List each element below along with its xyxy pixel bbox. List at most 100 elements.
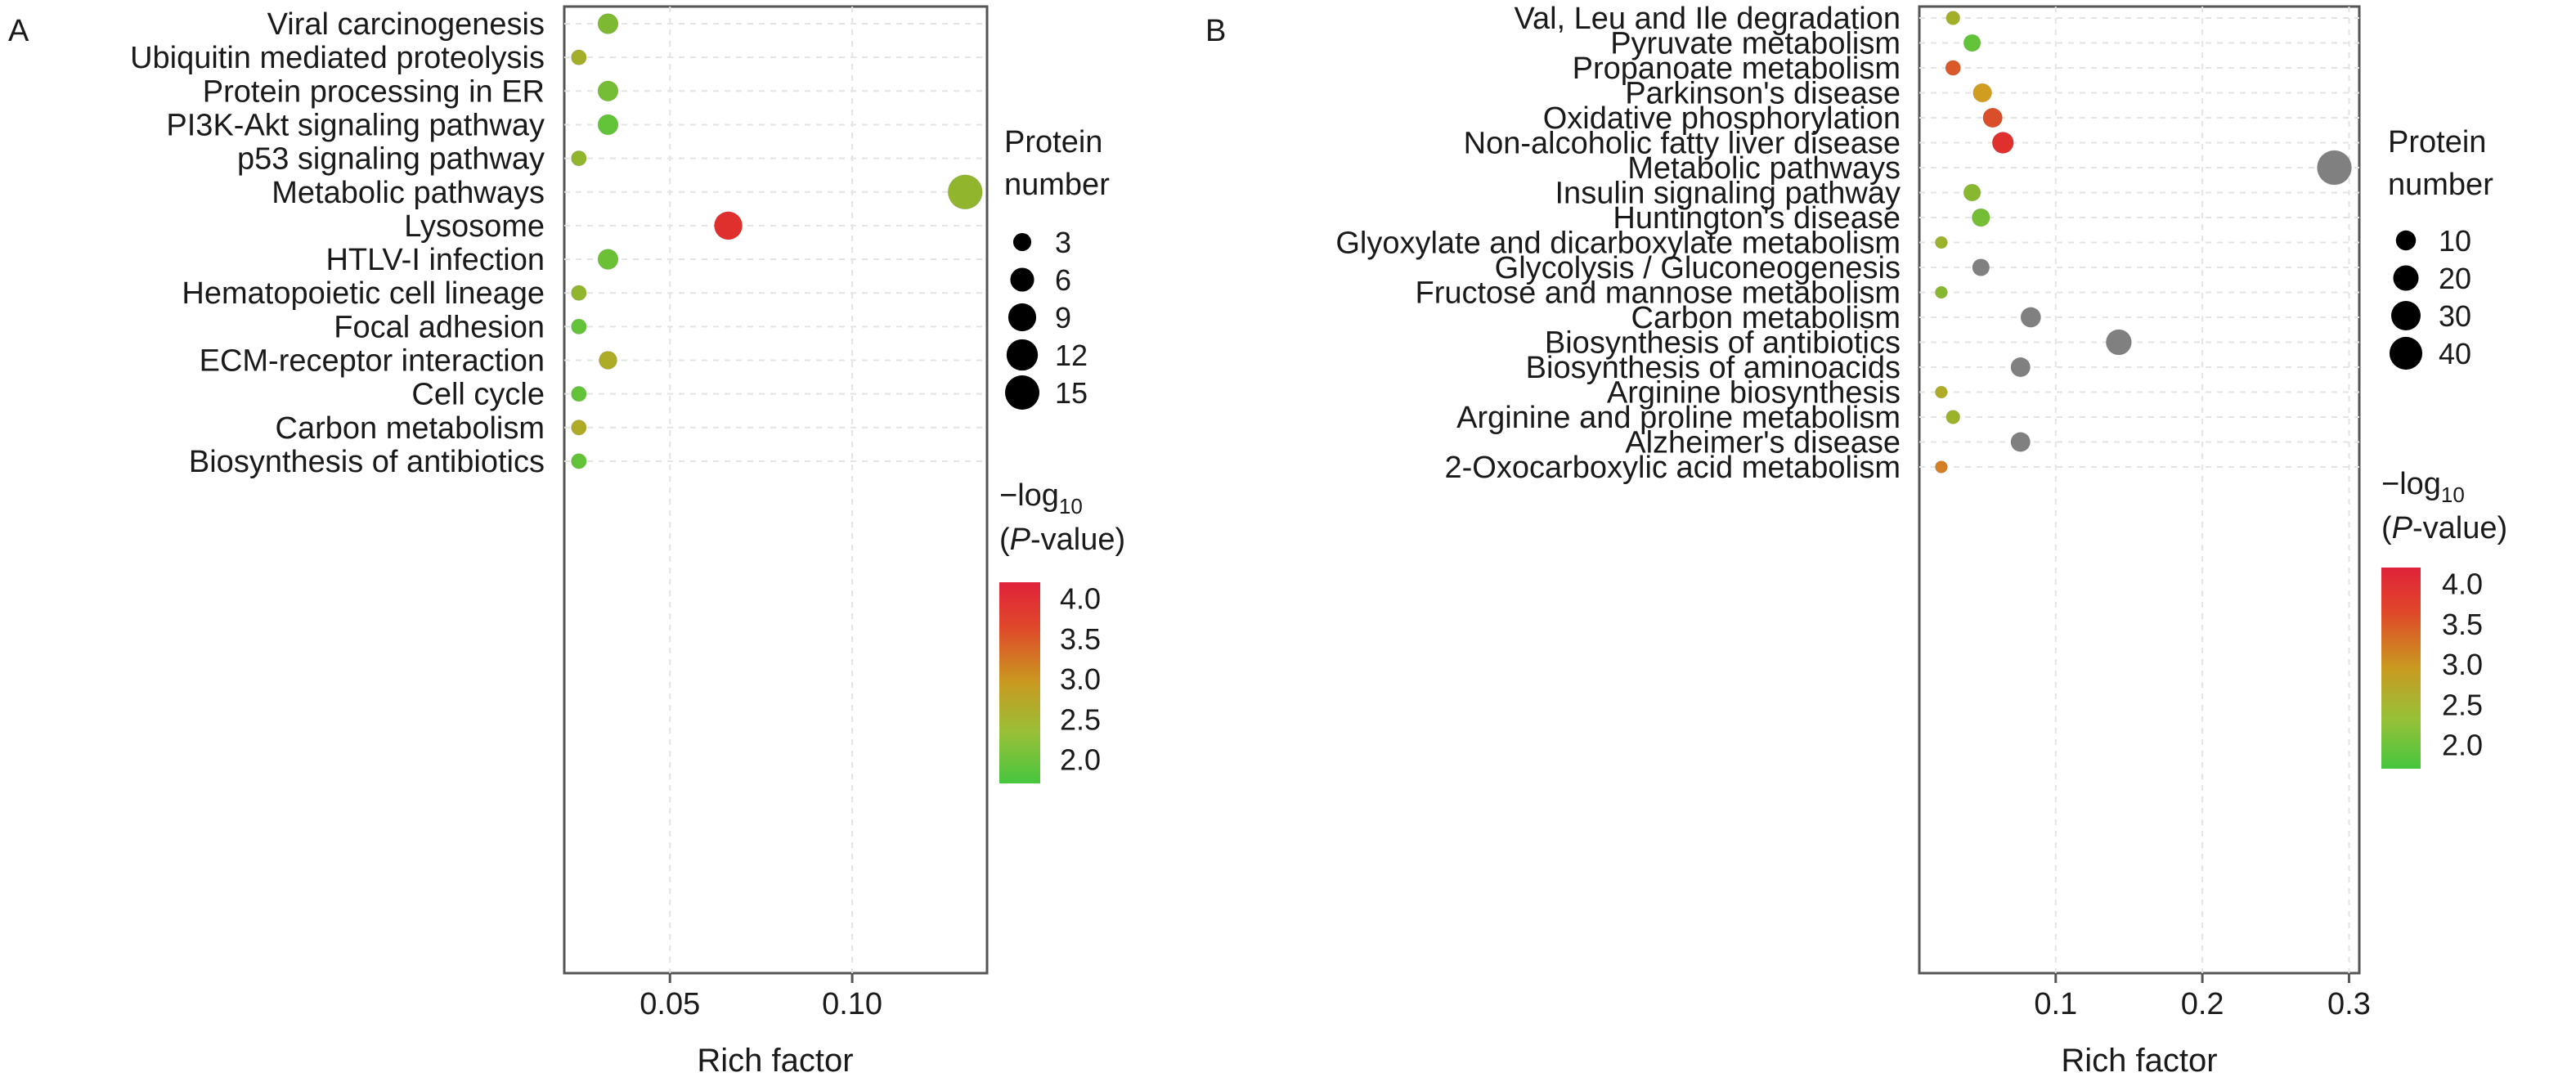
x-tick-label: 0.10 xyxy=(822,987,882,1021)
size-legend-dot xyxy=(1008,303,1037,332)
colorbar-tick-label: 2.5 xyxy=(2442,688,2483,721)
category-label: Arginine biosynthesis xyxy=(1607,376,1901,411)
category-label: Propanoate metabolism xyxy=(1573,52,1901,86)
category-label: Ubiquitin mediated proteolysis xyxy=(130,41,545,75)
data-point xyxy=(2010,357,2031,378)
data-point xyxy=(1971,208,1990,227)
data-point xyxy=(571,385,587,402)
size-legend-dot xyxy=(2395,230,2417,251)
data-point xyxy=(1963,34,1981,52)
data-point xyxy=(1934,236,1948,249)
panel-a-color-legend-open: ( xyxy=(999,523,1010,557)
category-label: Val, Leu and Ile degradation xyxy=(1514,2,1901,36)
panel-b-color-legend-italic: P xyxy=(2392,511,2413,545)
panel-a-plot-frame xyxy=(563,5,989,975)
size-legend-dot xyxy=(1005,375,1039,410)
colorbar-tick-label: 2.5 xyxy=(1060,702,1101,736)
size-legend-dot xyxy=(1006,339,1039,371)
colorbar-tick-label: 3.0 xyxy=(2442,648,2483,681)
size-legend-dot xyxy=(2393,265,2419,291)
panel-a-x-axis-title: Rich factor xyxy=(697,1043,853,1079)
data-point xyxy=(597,80,619,102)
colorbar-tick-label: 4.0 xyxy=(2442,568,2483,601)
colorbar-tick-label: 3.5 xyxy=(2442,608,2483,641)
data-point xyxy=(571,318,587,335)
panel-b-color-legend-subscript: 10 xyxy=(2441,482,2465,507)
size-legend-label: 12 xyxy=(1055,339,1088,372)
panel-b-color-legend: −log10 (P-value) 4.0 3.5 3.0 2.5 2.0 xyxy=(2381,467,2507,769)
data-point xyxy=(1934,385,1948,399)
category-label: ECM-receptor interaction xyxy=(200,344,545,379)
data-point xyxy=(597,249,619,270)
panel-a-color-legend: −log10 (P-value) 4.0 3.5 3.0 2.5 2.0 xyxy=(999,478,1125,783)
panel-b-color-legend-open: ( xyxy=(2381,511,2392,545)
data-point xyxy=(1963,183,1981,202)
panel-b-plot-frame xyxy=(1918,5,2361,975)
panel-b-x-ticks: 0.1 0.2 0.3 xyxy=(2034,973,2371,1021)
data-point xyxy=(598,350,618,370)
colorbar-tick-label: 2.0 xyxy=(2442,728,2483,761)
size-legend-dot xyxy=(2389,336,2423,370)
panel-b-size-legend-title-line1: Protein xyxy=(2388,125,2486,159)
size-legend-label: 40 xyxy=(2439,337,2471,370)
panel-a-color-legend-rest: -value) xyxy=(1030,523,1125,557)
data-point xyxy=(571,453,587,469)
data-point xyxy=(1945,60,1961,76)
panel-a-color-legend-italic: P xyxy=(1010,523,1031,557)
data-point xyxy=(597,114,619,136)
x-tick-label: 0.2 xyxy=(2181,987,2224,1021)
category-label: Protein processing in ER xyxy=(203,74,545,109)
x-tick-label: 0.05 xyxy=(640,987,700,1021)
category-label: Cell cycle xyxy=(411,378,545,412)
data-point xyxy=(1982,107,2003,128)
category-label: Parkinson's disease xyxy=(1625,77,1901,111)
category-label: Huntington's disease xyxy=(1613,201,1901,236)
category-label: Biosynthesis of aminoacids xyxy=(1526,351,1901,385)
panel-a-color-legend-title-line2: (P-value) xyxy=(999,523,1125,557)
data-point xyxy=(571,285,587,301)
data-point xyxy=(947,174,983,210)
category-label: Metabolic pathways xyxy=(1627,151,1901,186)
panel-b-colorbar-ticks: 4.0 3.5 3.0 2.5 2.0 xyxy=(2442,568,2483,762)
panel-a-colorbar-ticks: 4.0 3.5 3.0 2.5 2.0 xyxy=(1060,582,1101,777)
panel-a-x-ticks: 0.05 0.10 xyxy=(640,973,882,1021)
panel-a-size-keys: 3 6 9 12 15 xyxy=(1005,226,1088,410)
data-point xyxy=(1934,460,1948,473)
category-label: Carbon metabolism xyxy=(1631,301,1901,335)
colorbar-tick-label: 2.0 xyxy=(1060,743,1101,776)
data-point xyxy=(1972,83,1992,103)
panel-a-size-legend: Protein number 3 6 9 12 15 xyxy=(1004,125,1110,410)
colorbar-tick-label: 4.0 xyxy=(1060,582,1101,616)
panel-b-points xyxy=(1934,11,2353,473)
data-point xyxy=(571,420,587,436)
data-point xyxy=(1991,132,2014,154)
category-label: Alzheimer's disease xyxy=(1625,426,1901,460)
category-label: Biosynthesis of antibiotics xyxy=(1545,326,1901,361)
panel-b-size-legend-title-line2: number xyxy=(2388,168,2493,202)
data-point xyxy=(1945,410,1961,424)
category-label: PI3K-Akt signaling pathway xyxy=(166,108,545,142)
category-label: Hematopoietic cell lineage xyxy=(182,276,545,311)
category-label: Focal adhesion xyxy=(334,310,545,344)
panel-b-size-keys: 10 20 30 40 xyxy=(2389,224,2471,370)
size-legend-dot xyxy=(1012,232,1032,252)
panel-a-size-legend-title-line2: number xyxy=(1004,168,1110,202)
category-label: Oxidative phosphorylation xyxy=(1543,101,1901,136)
category-label: Glyoxylate and dicarboxylate metabolism xyxy=(1335,227,1901,261)
category-label: Arginine and proline metabolism xyxy=(1456,401,1901,435)
x-tick-label: 0.1 xyxy=(2034,987,2077,1021)
category-label: Glycolysis / Gluconeogenesis xyxy=(1495,251,1901,285)
panel-a-color-legend-subscript: 10 xyxy=(1059,494,1083,518)
panel-a-color-legend-title-line1: −log10 xyxy=(999,478,1083,518)
x-tick-label: 0.3 xyxy=(2327,987,2371,1021)
panel-b-colorbar xyxy=(2381,568,2421,769)
panel-b-color-legend-title-line1: −log10 xyxy=(2381,467,2465,507)
size-legend-label: 15 xyxy=(1055,376,1088,410)
size-legend-label: 20 xyxy=(2439,262,2471,295)
panel-b-color-legend-rest: -value) xyxy=(2412,511,2507,545)
data-point xyxy=(1934,285,1948,299)
category-label: Insulin signaling pathway xyxy=(1555,177,1901,211)
size-legend-label: 3 xyxy=(1055,226,1071,259)
category-label: Pyruvate metabolism xyxy=(1610,27,1901,61)
